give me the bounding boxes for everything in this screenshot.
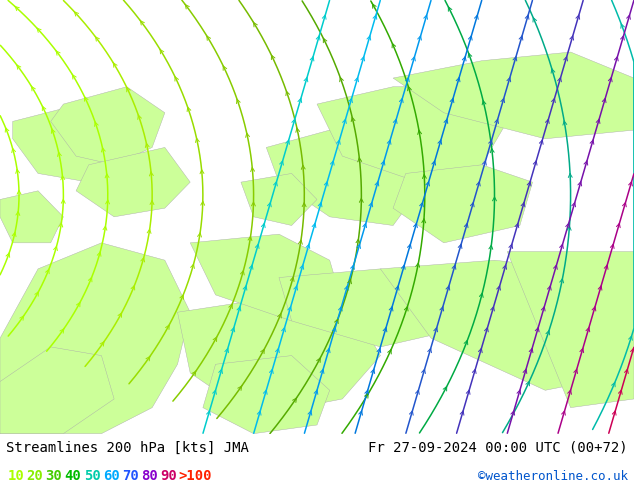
Text: 30: 30 [46, 469, 62, 483]
Polygon shape [317, 87, 507, 182]
Text: ©weatheronline.co.uk: ©weatheronline.co.uk [477, 470, 628, 483]
Polygon shape [178, 295, 380, 416]
Text: 80: 80 [141, 469, 157, 483]
Text: Streamlines 200 hPa [kts] JMA: Streamlines 200 hPa [kts] JMA [6, 441, 249, 454]
Polygon shape [393, 52, 634, 139]
Text: 50: 50 [84, 469, 100, 483]
Polygon shape [13, 108, 114, 182]
Text: Fr 27-09-2024 00:00 UTC (00+72): Fr 27-09-2024 00:00 UTC (00+72) [368, 441, 628, 454]
Polygon shape [190, 234, 342, 321]
Text: 70: 70 [122, 469, 138, 483]
Text: 20: 20 [27, 469, 43, 483]
Polygon shape [266, 130, 418, 225]
Text: 10: 10 [8, 469, 24, 483]
Polygon shape [393, 165, 533, 243]
Polygon shape [279, 269, 456, 347]
Text: 60: 60 [103, 469, 119, 483]
Polygon shape [0, 347, 114, 434]
Text: 40: 40 [65, 469, 81, 483]
Polygon shape [380, 260, 634, 390]
Polygon shape [0, 243, 190, 434]
Text: >100: >100 [179, 469, 212, 483]
Polygon shape [203, 356, 330, 434]
Text: 90: 90 [160, 469, 176, 483]
Polygon shape [76, 147, 190, 217]
Polygon shape [241, 173, 317, 225]
Polygon shape [507, 251, 634, 408]
Polygon shape [0, 191, 63, 243]
Polygon shape [51, 87, 165, 165]
